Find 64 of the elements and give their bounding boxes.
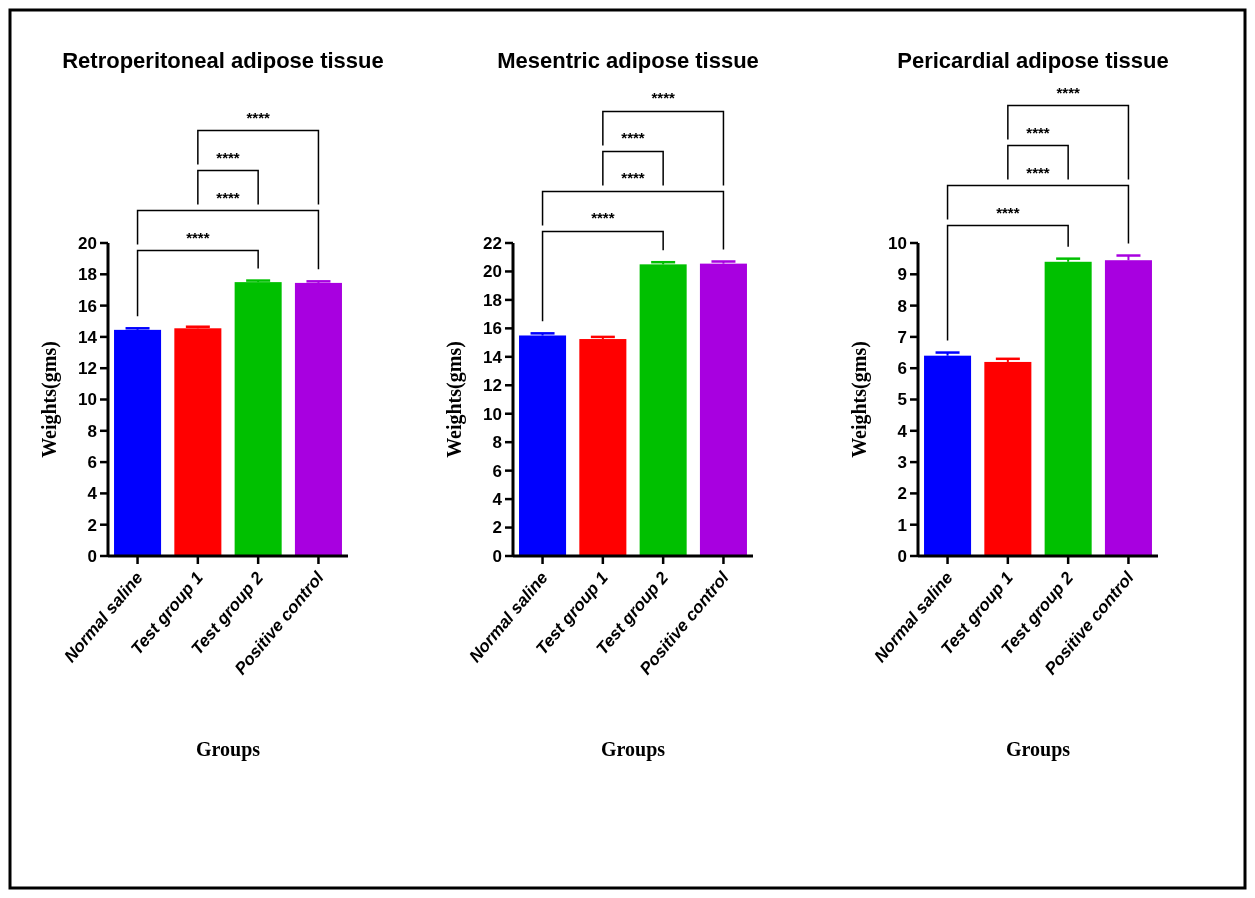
- bar: [174, 328, 222, 556]
- y-tick-label: 12: [78, 359, 97, 379]
- text: ****: [246, 108, 270, 126]
- y-tick-label: 20: [78, 233, 97, 253]
- y-tick-label: 0: [87, 546, 97, 566]
- y-tick-label: 4: [897, 421, 908, 441]
- text: ****: [1026, 163, 1050, 181]
- y-axis-title: Weights(gms): [443, 341, 466, 458]
- x-axis-title: Groups: [600, 738, 666, 761]
- bar: [114, 329, 162, 556]
- chart-title: Pericardial adipose tissue: [897, 48, 1169, 73]
- y-tick-label: 10: [888, 233, 907, 253]
- y-axis-title: Weights(gms): [848, 341, 871, 458]
- y-tick-label: 2: [897, 484, 907, 504]
- chart-title: Retroperitoneal adipose tissue: [62, 48, 384, 73]
- y-tick-label: 8: [87, 421, 97, 441]
- y-tick-label: 6: [87, 453, 97, 473]
- y-tick-label: 7: [897, 327, 907, 347]
- y-tick-label: 6: [897, 359, 907, 379]
- y-tick-label: 8: [897, 296, 907, 316]
- bar: [519, 335, 567, 556]
- y-tick-label: 18: [483, 290, 502, 310]
- y-tick-label: 2: [87, 515, 97, 535]
- chart-title: Mesentric adipose tissue: [497, 48, 759, 73]
- text: ****: [621, 129, 645, 147]
- annotation: ****: [186, 228, 210, 246]
- y-tick-label: 14: [78, 327, 98, 347]
- bar: [579, 339, 627, 556]
- x-axis-title: Groups: [195, 738, 261, 761]
- text: ****: [1056, 83, 1080, 101]
- bar: [924, 355, 972, 556]
- y-tick-label: 9: [897, 265, 907, 285]
- bar: [984, 361, 1032, 556]
- text: ****: [216, 148, 240, 166]
- y-tick-label: 12: [483, 376, 502, 396]
- x-axis-title: Groups: [1005, 738, 1071, 761]
- text: ****: [216, 188, 240, 206]
- y-tick-label: 3: [897, 453, 907, 473]
- y-tick-label: 22: [483, 233, 502, 253]
- bar: [294, 282, 342, 556]
- text: ****: [651, 89, 675, 107]
- y-tick-label: 10: [78, 390, 97, 410]
- y-tick-label: 5: [897, 390, 907, 410]
- text: ****: [621, 169, 645, 187]
- bar: [1104, 260, 1152, 556]
- y-tick-label: 8: [492, 433, 502, 453]
- y-tick-label: 4: [87, 484, 98, 504]
- bar: [699, 263, 747, 556]
- y-tick-label: 20: [483, 262, 502, 282]
- text: ****: [1026, 123, 1050, 141]
- y-tick-label: 16: [483, 319, 502, 339]
- text: ****: [996, 203, 1020, 221]
- y-tick-label: 1: [897, 515, 907, 535]
- y-tick-label: 16: [78, 296, 97, 316]
- y-tick-label: 4: [492, 490, 503, 510]
- y-tick-label: 18: [78, 265, 97, 285]
- text: ****: [591, 209, 615, 227]
- y-tick-label: 0: [897, 546, 907, 566]
- y-tick-label: 2: [492, 518, 502, 538]
- y-tick-label: 14: [483, 347, 503, 367]
- y-tick-label: 6: [492, 461, 502, 481]
- y-tick-label: 0: [492, 546, 502, 566]
- y-tick-label: 10: [483, 404, 502, 424]
- y-axis-title: Weights(gms): [38, 341, 61, 458]
